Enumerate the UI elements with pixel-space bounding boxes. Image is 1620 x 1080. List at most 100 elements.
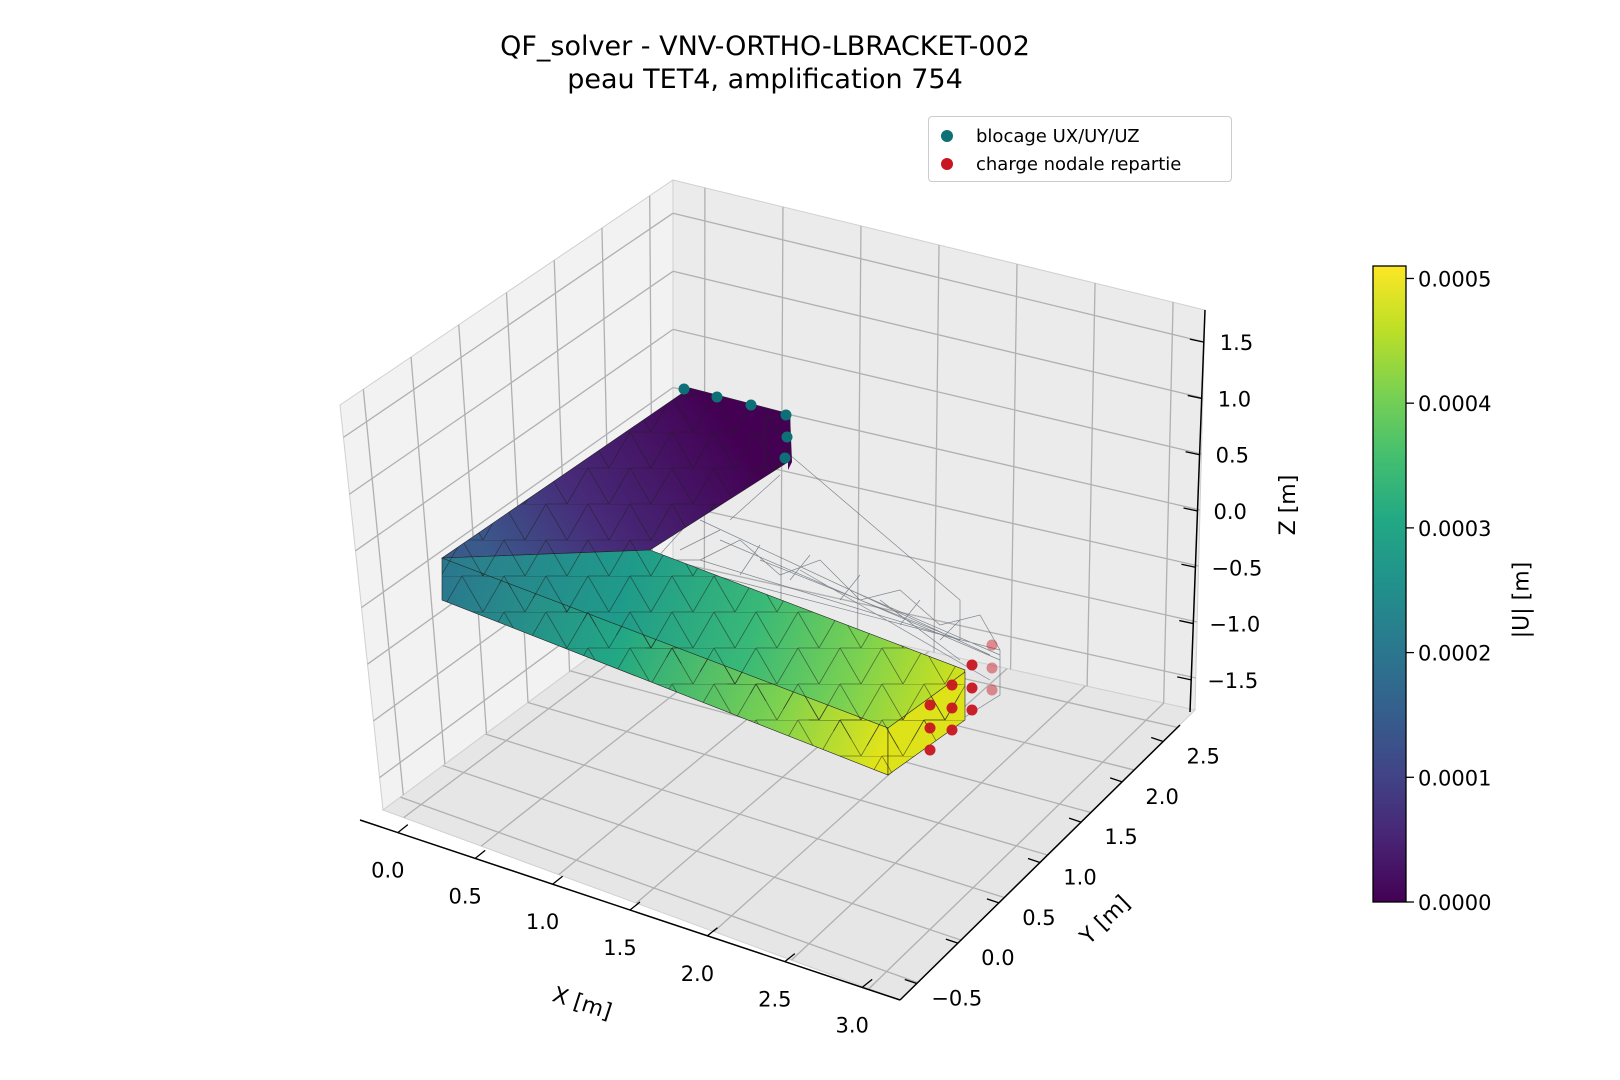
z-tick-label: 0.5 xyxy=(1216,444,1249,468)
colorbar-tick-label: 0.0005 xyxy=(1418,267,1491,291)
z-tick-mark xyxy=(1189,338,1204,343)
z-tick-label: −0.5 xyxy=(1211,556,1262,580)
fixed-node-marker xyxy=(711,391,723,403)
y-tick-label: 2.5 xyxy=(1186,745,1219,769)
fixed-node-marker xyxy=(745,399,757,411)
y-tick-mark xyxy=(986,898,1000,904)
colorbar-tick-label: 0.0002 xyxy=(1418,642,1491,666)
floor-pane xyxy=(381,594,1197,1001)
y-axis-label: Y [m] xyxy=(1075,891,1136,951)
y-ticks: −0.5 0.0 0.5 1.0 1.5 2.0 2.5 xyxy=(904,736,1220,1011)
legend-entry-load: charge nodale repartie xyxy=(941,151,1181,177)
z-tick-label: −1.0 xyxy=(1209,613,1260,637)
x-tick-mark xyxy=(552,875,564,885)
mesh-overlay-lower xyxy=(442,550,965,755)
z-tick-mark xyxy=(1183,507,1198,512)
z-tick-mark xyxy=(1177,676,1192,681)
load-node-marker xyxy=(924,699,936,711)
legend-label-fixed: blocage UX/UY/UZ xyxy=(976,125,1140,147)
load-nodes xyxy=(924,639,998,756)
mesh-overlay-top xyxy=(442,388,790,558)
load-node-marker xyxy=(946,679,958,691)
y-tick-label: 0.5 xyxy=(1022,906,1055,930)
grid-line-y-floor xyxy=(400,796,918,984)
z-tick-label: 1.5 xyxy=(1220,331,1253,355)
x-tick-label: 2.0 xyxy=(681,962,714,986)
legend-entry-fixed: blocage UX/UY/UZ xyxy=(941,123,1140,149)
fixed-node-marker xyxy=(781,431,793,443)
y-tick-mark xyxy=(1109,777,1123,783)
x-tick-label: 0.0 xyxy=(371,859,404,883)
mesh-overlay-front xyxy=(442,558,888,775)
z-tick-mark xyxy=(1187,394,1202,400)
z-tick-label: −1.5 xyxy=(1207,669,1258,693)
load-node-marker xyxy=(924,744,936,756)
grid-line-y-floor xyxy=(442,764,962,941)
load-node-marker xyxy=(924,722,936,734)
x-axis-label: X [m] xyxy=(549,983,614,1026)
y-tick-label: −0.5 xyxy=(931,987,982,1011)
z-tick-mark xyxy=(1185,451,1200,456)
colorbar-tick-label: 0.0004 xyxy=(1418,392,1491,416)
z-ticks: −1.5 −1.0 −0.5 0.0 0.5 1.0 1.5 xyxy=(1177,331,1262,693)
grid-line-z-left xyxy=(343,212,674,438)
x-ticks: 0.0 0.5 1.0 1.5 2.0 2.5 3.0 xyxy=(371,824,873,1037)
grid-line-z-left xyxy=(349,270,674,495)
grid-line-z-back xyxy=(672,503,1198,623)
y-tick-label: 2.0 xyxy=(1145,785,1178,809)
y-tick-mark xyxy=(945,938,959,944)
x-tick-label: 0.5 xyxy=(448,884,481,908)
grid-line-z-back xyxy=(672,212,1205,343)
x-tick-mark xyxy=(397,824,409,834)
grid-line-z-left xyxy=(361,386,674,609)
y-tick-mark xyxy=(1068,817,1082,823)
fixed-node-marker xyxy=(779,452,791,464)
y-tick-mark xyxy=(1150,736,1164,743)
load-node-marker xyxy=(946,702,958,714)
y-tick-label: 0.0 xyxy=(981,946,1014,970)
grid-line-y-floor xyxy=(527,701,1048,856)
grid-line-y-floor xyxy=(485,733,1005,899)
grid-line-z-left xyxy=(355,328,674,552)
load-node-marker xyxy=(986,662,998,674)
z-tick-mark xyxy=(1179,619,1194,625)
title-line-1: QF_solver - VNV-ORTHO-LBRACKET-002 xyxy=(500,31,1030,62)
grid-line-z-back xyxy=(672,270,1203,399)
x-tick-label: 1.5 xyxy=(603,936,636,960)
x-tick-mark xyxy=(784,953,796,963)
load-node-marker xyxy=(986,639,998,651)
colorbar-tick-label: 0.0003 xyxy=(1418,517,1491,541)
x-tick-mark xyxy=(474,849,486,859)
z-tick-label: 1.0 xyxy=(1218,387,1251,411)
legend-marker-fixed xyxy=(941,130,953,142)
mesh-overlay-end xyxy=(888,672,965,775)
load-node-marker xyxy=(986,684,998,696)
title-line-2: peau TET4, amplification 754 xyxy=(567,64,963,95)
colorbar-label: |U| [m] xyxy=(1509,561,1535,639)
z-tick-mark xyxy=(1181,563,1196,568)
load-node-marker xyxy=(966,704,978,716)
load-node-marker xyxy=(946,724,958,736)
x-tick-mark xyxy=(629,901,641,911)
fixed-nodes xyxy=(678,383,793,464)
x-tick-mark xyxy=(861,978,873,988)
x-tick-label: 2.5 xyxy=(758,988,791,1012)
colorbar-tick-label: 0.0000 xyxy=(1418,891,1491,915)
y-tick-mark xyxy=(904,978,918,985)
colorbar xyxy=(1372,265,1407,903)
load-node-marker xyxy=(966,659,978,671)
legend-marker-load xyxy=(941,158,953,170)
grid-line-z-back xyxy=(672,328,1202,455)
chart-title: QF_solver - VNV-ORTHO-LBRACKET-002 peau … xyxy=(0,30,1530,96)
y-tick-label: 1.0 xyxy=(1063,866,1096,890)
x-tick-mark xyxy=(706,927,718,937)
y-tick-label: 1.5 xyxy=(1104,825,1137,849)
fixed-node-marker xyxy=(780,409,792,421)
z-tick-label: 0.0 xyxy=(1214,500,1247,524)
load-node-marker xyxy=(966,682,978,694)
y-tick-mark xyxy=(1027,857,1041,864)
legend-label-load: charge nodale repartie xyxy=(976,153,1182,175)
fixed-node-marker xyxy=(678,383,690,395)
z-axis-label: Z [m] xyxy=(1276,475,1301,536)
